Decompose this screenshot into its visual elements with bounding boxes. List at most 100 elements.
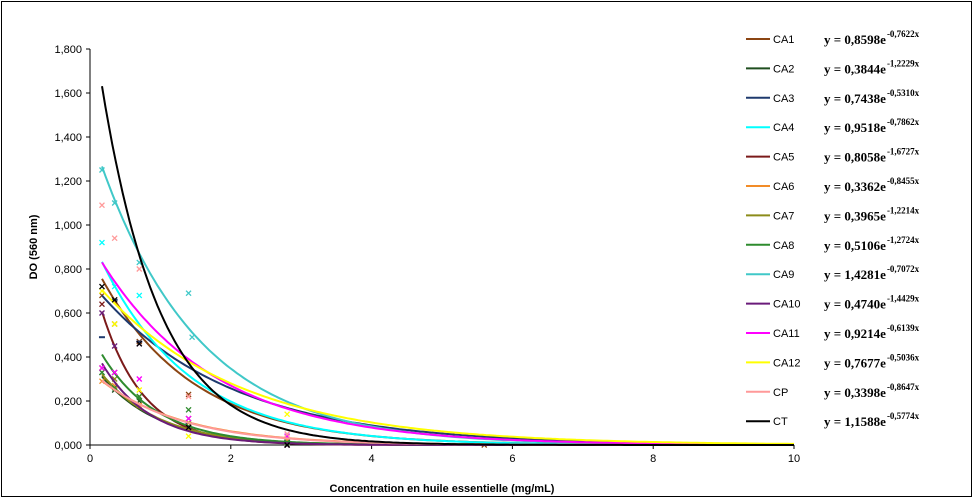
legend-item-ca12: CA12 y = 0,7677e -0,5036x (746, 352, 920, 370)
y-tick-label: 0,000 (54, 440, 82, 452)
legend-label: CA4 (773, 122, 794, 134)
data-point-stroke (136, 292, 143, 299)
data-point (185, 290, 192, 297)
data-point-stroke (185, 433, 192, 440)
data-point (111, 235, 118, 242)
x-tick-label: 6 (509, 453, 515, 465)
data-point-stroke (111, 235, 118, 242)
y-axis-title: DO (560 nm) (28, 214, 40, 279)
y-tick-label: 0,400 (54, 352, 82, 364)
axes (86, 48, 795, 449)
data-point-stroke (185, 406, 192, 413)
series-ca9 (99, 166, 794, 446)
trendline-equation: y = 0,7438e (824, 91, 886, 106)
data-point-stroke (99, 167, 105, 173)
data-point-stroke (185, 290, 192, 297)
data-point-stroke (136, 393, 143, 400)
trendline-equation-exponent: -0,6139x (887, 323, 920, 333)
data-point-stroke (136, 266, 143, 272)
legend-item-ca11: CA11 y = 0,9214e -0,6139x (746, 323, 920, 341)
data-point-stroke (284, 442, 291, 448)
data-point-stroke (284, 431, 291, 437)
legend-item-ca5: CA5 y = 0,8058e -1,6727x (746, 147, 920, 165)
data-point (185, 406, 192, 413)
trendline-equation-exponent: -1,4429x (887, 294, 920, 304)
legend-label: CA9 (773, 269, 794, 281)
data-point (136, 376, 143, 382)
trendline-ca5 (101, 311, 794, 446)
legend-item-ca3: CA3 y = 0,7438e -0,5310x (746, 88, 920, 106)
trendline-ca3 (101, 294, 794, 446)
data-point-stroke (136, 340, 143, 347)
series-cp (99, 202, 794, 446)
data-point (136, 340, 143, 347)
trendline-ca1 (101, 278, 794, 446)
data-point (99, 283, 105, 290)
trendline-equation-exponent: -1,2214x (887, 205, 920, 215)
trendline-equation-exponent: -0,8455x (887, 176, 920, 186)
trendline-equation: y = 0,9518e (824, 120, 886, 135)
legend-item-ca4: CA4 y = 0,9518e -0,7862x (746, 117, 920, 135)
legend-label: CA8 (773, 240, 794, 252)
data-point-stroke (185, 424, 192, 431)
data-point (111, 369, 118, 376)
x-tick-label: 4 (369, 453, 375, 465)
legend-item-ct: CT y = 1,1588e -0,5774x (746, 411, 920, 429)
trendline-equation: y = 0,9214e (824, 326, 886, 341)
data-point (99, 239, 105, 246)
trendline-equation-exponent: -0,7072x (887, 264, 920, 274)
legend-item-ca1: CA1 y = 0,8598e -0,7622x (746, 29, 920, 47)
trendline-equation: y = 0,3362e (824, 179, 886, 194)
data-point (111, 296, 118, 303)
series-ca12 (99, 288, 794, 445)
legend-item-ca9: CA9 y = 1,4281e -0,7072x (746, 264, 920, 282)
data-point-stroke (189, 334, 196, 341)
series-ct (99, 86, 794, 448)
data-point (136, 387, 143, 393)
trendline-ca12 (101, 289, 794, 445)
trendline-ca4 (101, 261, 794, 446)
trendline-equation-exponent: -1,2229x (887, 58, 920, 68)
data-point (99, 365, 105, 371)
trendline-equation-exponent: -0,8647x (887, 382, 920, 392)
trendline-equation: y = 0,8598e (824, 32, 886, 47)
data-point-stroke (99, 301, 105, 308)
data-point (185, 393, 192, 400)
data-point-stroke (185, 415, 192, 422)
data-point (185, 424, 192, 431)
data-point (136, 393, 143, 400)
x-tick-label: 8 (650, 453, 656, 465)
data-point (99, 167, 105, 173)
legend-label: CA5 (773, 152, 794, 164)
trendline-equation-exponent: -1,2724x (887, 235, 920, 245)
data-point-stroke (99, 292, 105, 299)
data-point-stroke (185, 393, 192, 400)
trendline-equation: y = 0,5106e (824, 238, 886, 253)
y-tick-label: 1,200 (54, 176, 82, 188)
legend-label: CA12 (773, 357, 801, 369)
data-point-stroke (99, 288, 105, 294)
data-point-stroke (99, 283, 105, 290)
data-point (111, 200, 118, 206)
x-axis-title: Concentration en huile essentielle (mg/m… (330, 483, 555, 495)
y-tick-label: 0,200 (54, 396, 82, 408)
legend-item-ca10: CA10 y = 0,4740e -1,4429x (746, 294, 920, 312)
data-point-stroke (111, 296, 118, 303)
series-ca11 (99, 261, 795, 446)
data-point (99, 288, 105, 294)
data-point (185, 391, 192, 398)
y-tick-label: 1,600 (54, 88, 82, 100)
data-point-stroke (111, 200, 118, 206)
trendline-equation-exponent: -0,5310x (887, 88, 920, 98)
x-tick-label: 10 (788, 453, 800, 465)
data-point (99, 310, 105, 316)
data-point-stroke (136, 376, 143, 382)
legend-label: CA2 (773, 63, 794, 75)
data-point-stroke (99, 202, 105, 209)
data-point-stroke (99, 365, 105, 371)
data-point-stroke (99, 239, 105, 246)
series-ca1 (99, 278, 794, 448)
trendline-equation-exponent: -0,7622x (887, 29, 920, 39)
tick-labels: 0,000 0,200 0,400 0,600 0,800 1,000 1,200 1,400… (54, 44, 800, 465)
